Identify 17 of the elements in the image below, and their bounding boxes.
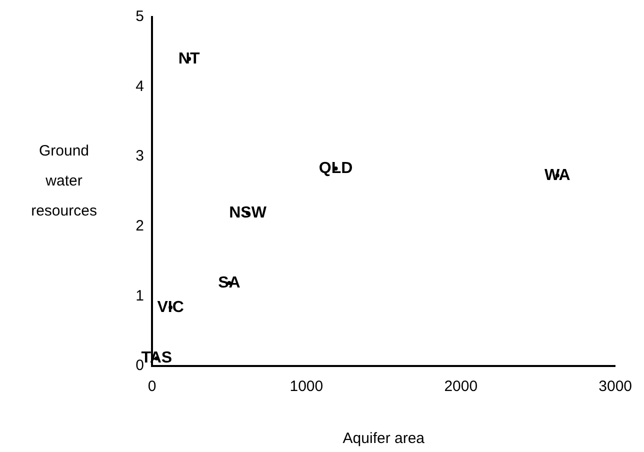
y-tick-label: 2 [136, 218, 144, 235]
data-label: SA [218, 274, 241, 292]
y-tick-label: 3 [136, 148, 144, 165]
x-tick-label: 1000 [290, 378, 324, 396]
y-tick-label: 0 [136, 357, 144, 374]
x-tick-label: 2000 [444, 378, 478, 396]
data-label: NT [178, 50, 200, 68]
data-label: WA [544, 166, 571, 184]
x-tick-label: 3000 [598, 378, 632, 396]
data-label: QLD [318, 160, 353, 177]
y-axis-title: Ground water resources [31, 142, 97, 220]
y-tick-label: 5 [136, 8, 144, 26]
y-tick-label: 4 [136, 78, 144, 95]
x-axis-title: Aquifer area [342, 430, 426, 448]
data-label: NSW [229, 204, 268, 222]
x-tick-label: 0 [148, 378, 156, 396]
y-tick-label: 1 [136, 287, 144, 304]
